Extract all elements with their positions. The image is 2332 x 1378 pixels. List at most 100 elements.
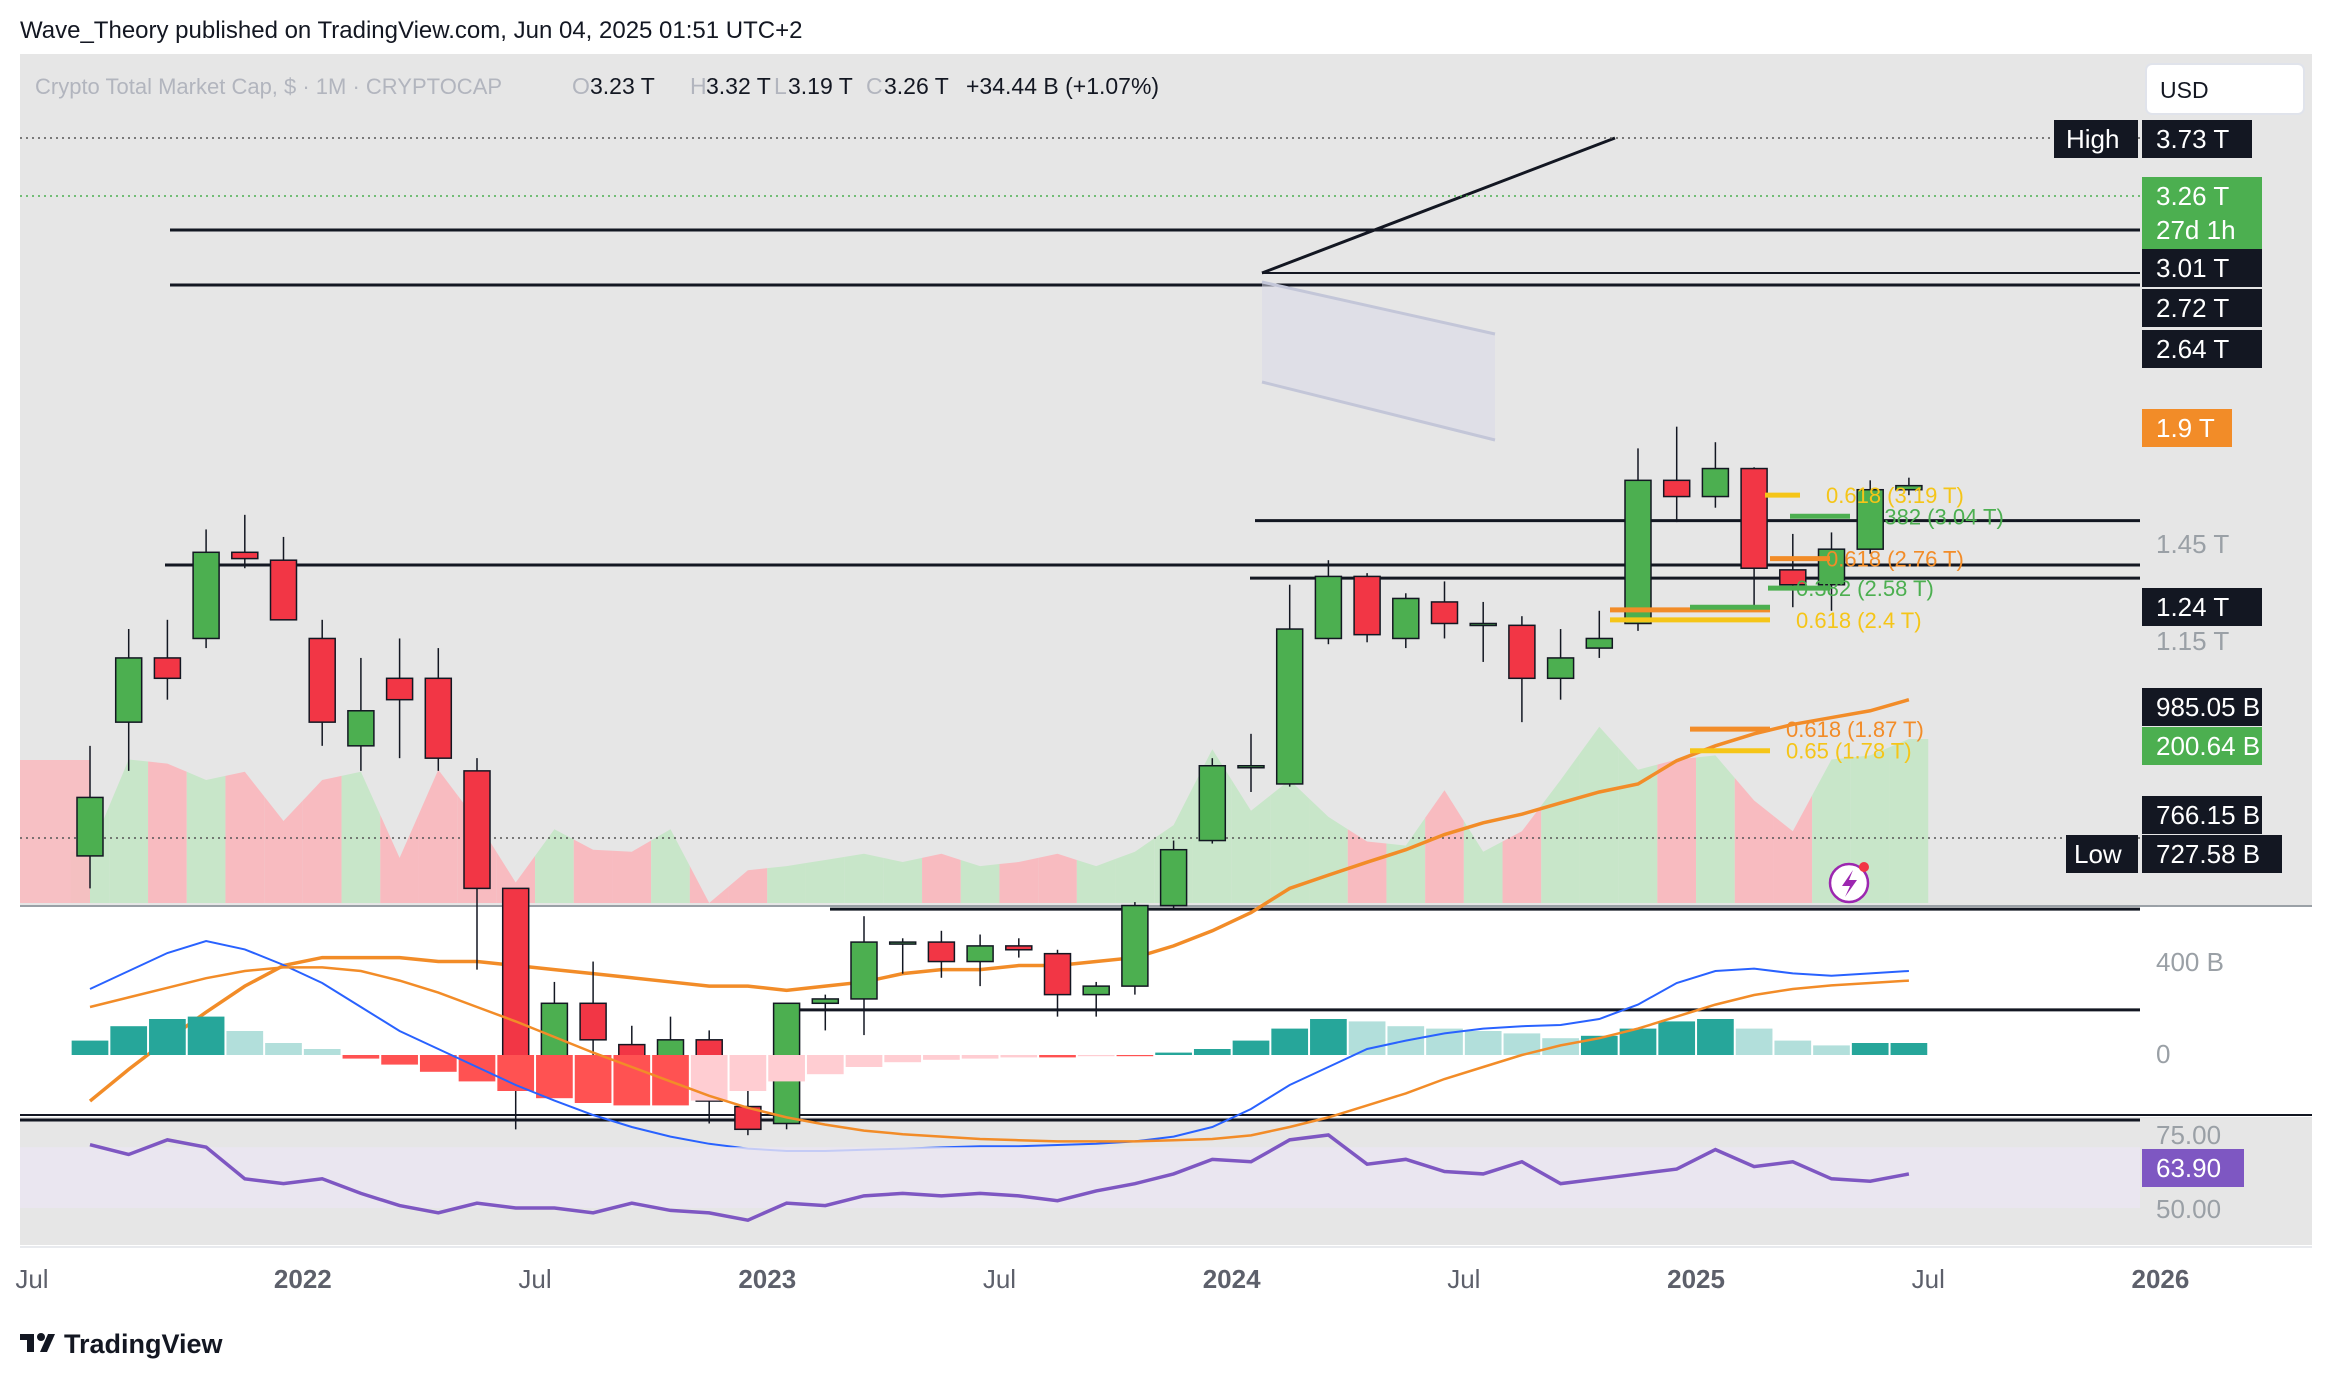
- price-label-box: [2142, 249, 2262, 287]
- volume-segment: [612, 840, 652, 903]
- fibonacci-label: 0.618 (3.19 T): [1826, 483, 1964, 508]
- candle-body: [1237, 764, 1265, 769]
- macd-histogram-bar: [1077, 1055, 1115, 1057]
- high-value-box: [2142, 120, 2252, 158]
- volume-segment: [264, 796, 303, 903]
- x-axis-label: Jul: [15, 1264, 48, 1294]
- candle[interactable]: [463, 758, 491, 970]
- candle[interactable]: [1546, 629, 1575, 700]
- volume-segment: [1889, 739, 1929, 903]
- candle[interactable]: [1779, 533, 1807, 608]
- x-axis-label: Jul: [518, 1264, 551, 1294]
- candle[interactable]: [424, 648, 453, 771]
- price-label-box: [2142, 289, 2262, 327]
- candle[interactable]: [1275, 584, 1304, 787]
- price-axis-label: 985.05 B: [2156, 692, 2260, 722]
- candle[interactable]: [1237, 733, 1265, 792]
- volume-segment: [922, 853, 961, 903]
- volume-segment: [960, 859, 1000, 903]
- candle[interactable]: [811, 994, 840, 1031]
- candle[interactable]: [1353, 573, 1381, 643]
- candle[interactable]: [269, 536, 298, 621]
- rsi-line[interactable]: [89, 1133, 1910, 1222]
- price-axis: 3.26 T 27d 1h 3.01 T 2.72 T 2.64 T 1.9 T 1.45 …: [2142, 177, 2262, 834]
- fibonacci-label: 0.382 (2.58 T): [1796, 576, 1934, 601]
- macd-histogram-bar: [1697, 1019, 1734, 1055]
- candle-body: [927, 941, 956, 963]
- x-axis-label: 2025: [1667, 1264, 1725, 1294]
- candle[interactable]: [1314, 560, 1343, 645]
- candle[interactable]: [1043, 949, 1072, 1017]
- candle[interactable]: [1430, 581, 1459, 639]
- candle[interactable]: [231, 514, 259, 569]
- candle[interactable]: [308, 619, 336, 746]
- candle[interactable]: [1624, 448, 1652, 631]
- high-marker-label: High: [2066, 124, 2119, 154]
- volume-segment: [1076, 858, 1116, 903]
- candle[interactable]: [1662, 426, 1691, 523]
- lightning-icon-bolt: [1842, 870, 1857, 897]
- legend-l-value: 3.19 T: [788, 73, 853, 99]
- volume-segment: [573, 839, 613, 903]
- rsi-axis-label: 75.00: [2156, 1120, 2221, 1150]
- macd-histogram-bar: [1310, 1019, 1347, 1055]
- channel-lower-edge: [1261, 380, 1496, 442]
- candle[interactable]: [1392, 593, 1420, 649]
- currency-button-box[interactable]: [2145, 63, 2305, 115]
- candle[interactable]: [347, 657, 375, 771]
- candle[interactable]: [1159, 840, 1188, 910]
- candle-body: [501, 887, 530, 1076]
- candle[interactable]: [1740, 467, 1768, 610]
- candle[interactable]: [385, 638, 414, 759]
- candle[interactable]: [579, 961, 607, 1060]
- volume-segment: [1463, 821, 1503, 903]
- candle[interactable]: [1082, 981, 1110, 1017]
- candle[interactable]: [114, 629, 143, 771]
- candle-body: [1392, 597, 1420, 640]
- macd-axis-label: 0: [2156, 1039, 2170, 1069]
- candle[interactable]: [888, 938, 917, 974]
- volume-segment: [1773, 795, 1813, 903]
- candle-body: [1740, 467, 1768, 569]
- candle[interactable]: [1585, 610, 1614, 658]
- candle[interactable]: [1895, 477, 1923, 496]
- candle-body: [1508, 624, 1536, 680]
- currency-button-label[interactable]: USD: [2160, 77, 2209, 103]
- candle[interactable]: [927, 930, 956, 978]
- candle[interactable]: [1856, 480, 1884, 554]
- candle-body: [1430, 601, 1459, 625]
- macd-histogram-bar: [961, 1055, 999, 1059]
- volume-segment: [1270, 780, 1310, 903]
- candle[interactable]: [1198, 758, 1227, 844]
- macd-histogram-bar: [1464, 1031, 1502, 1055]
- candle[interactable]: [76, 745, 104, 889]
- candle[interactable]: [966, 934, 994, 987]
- candle[interactable]: [1701, 442, 1730, 508]
- currency-button[interactable]: USD: [2145, 63, 2305, 115]
- candle[interactable]: [1005, 938, 1033, 958]
- price-label-box: [2142, 409, 2232, 447]
- macd-histogram-bar: [729, 1055, 767, 1091]
- candle-body: [1469, 622, 1497, 627]
- low-marker-label: Low: [2074, 839, 2122, 869]
- candle[interactable]: [192, 529, 220, 649]
- candle[interactable]: [850, 916, 878, 1036]
- tradingview-logo-icon: [20, 1334, 34, 1352]
- candle[interactable]: [1508, 616, 1536, 723]
- volume-segment: [1618, 748, 1658, 903]
- candle[interactable]: [153, 619, 182, 700]
- trend-line-2024[interactable]: [1261, 136, 1616, 275]
- moving-average-line[interactable]: [88, 697, 1910, 1103]
- volume-segment: [689, 866, 729, 903]
- lightning-icon[interactable]: [1828, 862, 1870, 904]
- candle[interactable]: [734, 1090, 762, 1136]
- volume-segment: [225, 771, 265, 903]
- volume-segment: [109, 759, 149, 903]
- candle[interactable]: [1121, 902, 1149, 995]
- macd-signal-line[interactable]: [89, 966, 1909, 1143]
- candle[interactable]: [1469, 601, 1497, 662]
- macd-line[interactable]: [89, 939, 1909, 1152]
- candle[interactable]: [1817, 532, 1846, 611]
